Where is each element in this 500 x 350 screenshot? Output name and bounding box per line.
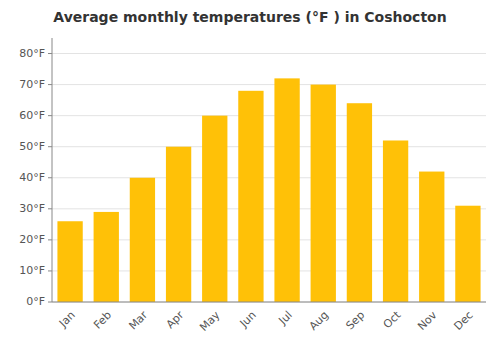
bar [419, 172, 444, 302]
y-tick-label: 40°F [19, 171, 45, 184]
x-axis-line [52, 302, 486, 303]
chart-container: 0°F 10°F 20°F 30°F 40°F 50°F 60°F 70°F 80°F Jan Fe… [0, 0, 500, 350]
y-axis-line [52, 38, 53, 302]
grid [52, 54, 486, 302]
y-tick-label: 20°F [19, 233, 45, 246]
bar [166, 147, 191, 302]
y-tick [48, 115, 52, 116]
x-tick-label: Sep [343, 309, 367, 333]
y-tick [48, 208, 52, 209]
y-tick-label: 50°F [19, 140, 45, 153]
y-tick [48, 146, 52, 147]
bar [94, 212, 119, 302]
bars [57, 78, 480, 302]
bar [383, 140, 408, 302]
x-tick-label: Dec [451, 309, 475, 333]
y-tick [48, 239, 52, 240]
grid-line [52, 146, 486, 147]
y-tick-label: 30°F [19, 202, 45, 215]
x-tick-label: Jun [237, 309, 259, 331]
x-tick-label: Feb [91, 309, 114, 332]
x-tick-label: Nov [415, 308, 440, 333]
y-tick [48, 302, 52, 303]
bar [238, 91, 263, 302]
bar [274, 78, 299, 302]
grid-line [52, 115, 486, 116]
bar [347, 103, 372, 302]
y-tick-label: 80°F [19, 47, 45, 60]
bar [311, 85, 336, 302]
x-tick-label: May [197, 308, 223, 334]
y-tick-label: 60°F [19, 109, 45, 122]
bar [57, 221, 82, 302]
y-tick-label: 10°F [19, 264, 45, 277]
chart: 0°F 10°F 20°F 30°F 40°F 50°F 60°F 70°F 80°F Jan Fe… [0, 0, 500, 350]
x-tick-label: Aug [307, 309, 331, 333]
grid-line [52, 53, 486, 54]
title: Average monthly temperatures (°F ) in Co… [53, 9, 446, 25]
x-tick-label: Jul [276, 309, 295, 328]
grid-line [52, 84, 486, 85]
x-axis: Jan Feb Mar Apr May Jun Jul Aug Sep Oct Nov Dec [52, 302, 486, 334]
y-tick-label: 0°F [26, 295, 45, 308]
bar [455, 206, 480, 302]
y-tick [48, 177, 52, 178]
y-tick [48, 53, 52, 54]
y-tick [48, 270, 52, 271]
x-tick-label: Oct [381, 308, 404, 331]
x-tick-label: Mar [126, 308, 150, 332]
bar [202, 116, 227, 302]
x-tick-label: Jan [56, 309, 78, 331]
y-tick [48, 84, 52, 85]
y-tick-label: 70°F [19, 78, 45, 91]
y-axis: 0°F 10°F 20°F 30°F 40°F 50°F 60°F 70°F 80°F [19, 38, 52, 308]
x-tick-label: Apr [164, 308, 187, 331]
bar [130, 178, 155, 302]
grid-line [52, 302, 486, 303]
